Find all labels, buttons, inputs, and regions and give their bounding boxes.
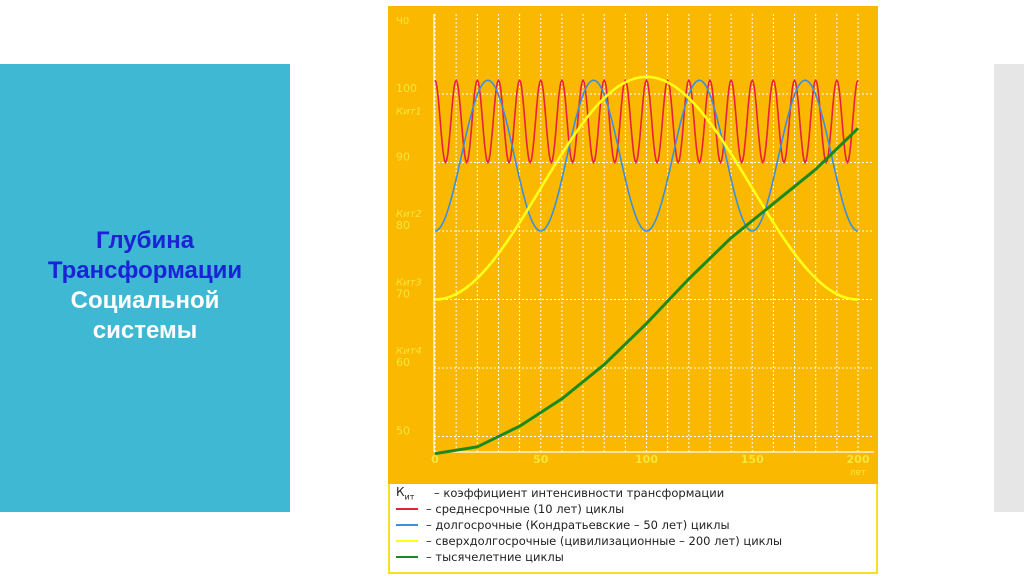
x-tick-label: 0 [431,453,439,466]
cycles-chart: 100908070605040050100150200летЧ0Кит1Кит2… [388,6,878,484]
series-line-1000yr [434,127,860,456]
plot-background [388,6,878,484]
series-line-10yr [434,78,859,165]
legend-definition: Кит – коэффициент интенсивности трансфор… [396,485,874,501]
series-line-200yr [435,75,858,301]
y-series-label: Кит4 [396,346,422,357]
legend-item-label: – тысячелетние циклы [426,550,564,564]
y-series-label: Кит2 [396,209,422,220]
y-tick-label: 60 [396,356,410,369]
legend-swatch-blue [396,524,418,526]
legend-item: – тысячелетние циклы [396,549,874,565]
next-slide-edge [994,64,1024,512]
legend-swatch-yellow [396,540,418,542]
legend-item-label: – долгосрочные (Кондратьевские – 50 лет)… [426,518,730,532]
title-line-2: Трансформации [47,257,243,284]
legend-item-label: – сверхдолгосрочные (цивилизационные – 2… [426,534,783,548]
title-line-1: Глубина [95,227,195,254]
y-tick-label: 80 [396,219,410,232]
title-panel [0,64,290,512]
y-tick-label: 70 [396,288,410,301]
y-series-label: Кит1 [396,107,422,118]
x-tick-label: 100 [635,453,658,466]
chart-legend: Кит – коэффициент интенсивности трансфор… [396,485,874,565]
legend-swatch-red [396,508,418,510]
legend-swatch-green [396,556,418,558]
y-series-label: Кит3 [396,278,422,289]
legend-item-label: – среднесрочные (10 лет) циклы [426,502,625,516]
legend-item: – сверхдолгосрочные (цивилизационные – 2… [396,533,874,549]
title-line-4: системы [92,317,198,344]
x-unit-label: лет [850,468,867,478]
title-line-3: Социальной [70,287,220,314]
series-line-50yr [434,79,859,232]
legend-item: – среднесрочные (10 лет) циклы [396,501,874,517]
y-tick-label: 100 [396,82,417,95]
legend-item: – долгосрочные (Кондратьевские – 50 лет)… [396,517,874,533]
y-tick-label: 50 [396,425,410,438]
y-corner-label: Ч0 [396,16,409,27]
slide-title: Глубина Трансформации Социальной системы [0,226,290,346]
y-tick-label: 90 [396,151,410,164]
x-tick-label: 50 [533,453,549,466]
legend-definition-text: – коэффициент интенсивности трансформаци… [434,486,725,500]
x-tick-label: 200 [847,453,870,466]
x-tick-label: 150 [741,453,764,466]
legend-symbol: Кит [396,484,415,502]
